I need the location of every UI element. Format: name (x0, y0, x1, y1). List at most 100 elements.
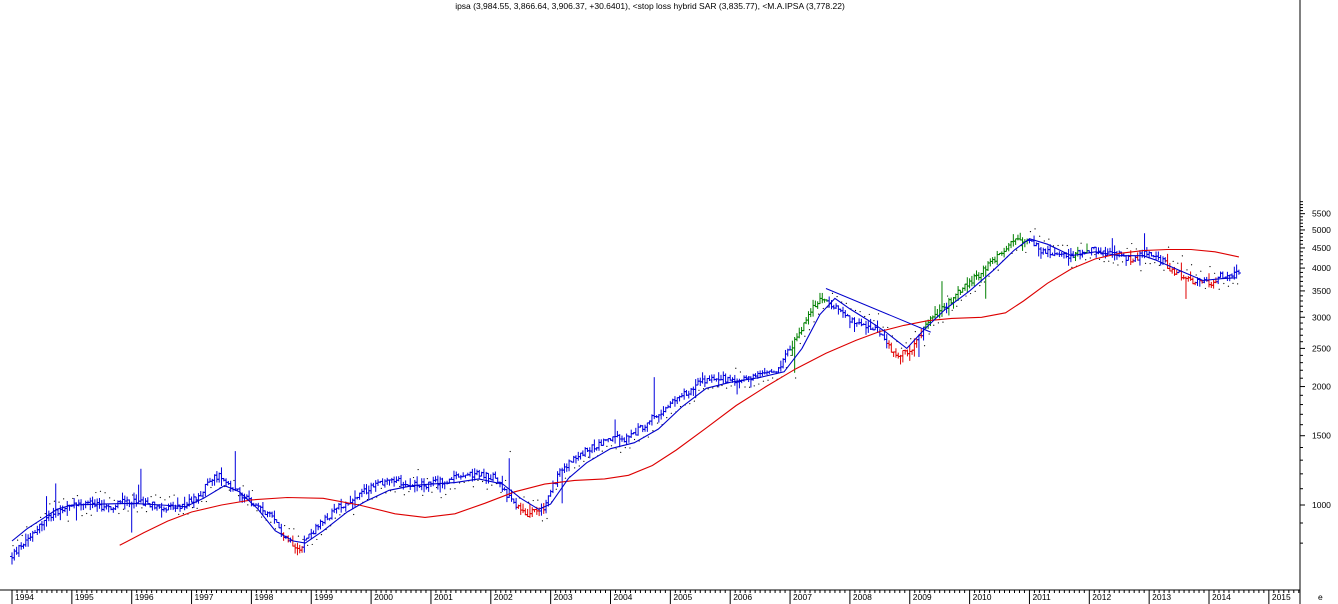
sar-point (481, 480, 484, 483)
sar-point (997, 269, 999, 271)
sar-point (1186, 269, 1188, 271)
sar-point (905, 342, 907, 344)
sar-point (408, 490, 410, 493)
sar-point (270, 521, 272, 523)
y-tick-label: 2500 (1312, 343, 1331, 353)
sar-point (749, 386, 751, 388)
sar-point (472, 486, 474, 488)
sar-point (1209, 265, 1211, 268)
sar-point (541, 520, 544, 522)
sar-point (1232, 282, 1234, 284)
sar-point (403, 494, 405, 496)
sar-point (256, 510, 258, 512)
sar-point (399, 485, 401, 488)
sar-point (873, 320, 875, 322)
x-tick-label: 1995 (75, 592, 94, 602)
x-tick-label: 2002 (494, 592, 513, 602)
sar-point (983, 281, 986, 283)
sar-point (302, 538, 304, 541)
sar-point (95, 491, 97, 494)
sar-point (1154, 262, 1156, 264)
sar-point (53, 500, 56, 502)
sar-point (72, 497, 74, 500)
sar-point (923, 345, 926, 347)
sar-point (1039, 235, 1041, 237)
fast-moving-average-line (11, 238, 1236, 544)
sar-point (136, 511, 138, 513)
sar-point (753, 385, 755, 387)
sar-point (877, 313, 880, 315)
sar-point (1098, 258, 1101, 261)
sar-point (261, 516, 263, 518)
sar-point (1195, 274, 1197, 276)
sar-point (744, 386, 746, 388)
sar-point (578, 465, 580, 467)
sar-point (109, 497, 111, 499)
sar-point (670, 412, 672, 414)
sar-point (118, 512, 120, 515)
sar-point (67, 520, 69, 522)
sar-point (601, 450, 603, 452)
sar-point (790, 354, 792, 357)
sar-point (721, 384, 723, 387)
sar-point (201, 500, 203, 503)
sar-point (90, 514, 92, 516)
sar-point (178, 513, 180, 515)
sar-point (698, 389, 700, 391)
sar-point (307, 544, 309, 546)
sar-point (394, 491, 396, 493)
sar-point (297, 535, 300, 537)
sar-point (887, 326, 889, 329)
sar-point (615, 448, 617, 450)
sar-point (1214, 272, 1216, 274)
sar-point (836, 295, 838, 298)
sar-point (831, 292, 834, 294)
sar-point (758, 383, 760, 385)
sar-point (12, 545, 14, 547)
sar-point (725, 387, 728, 389)
sar-point (693, 400, 695, 402)
sar-point (633, 438, 636, 441)
sar-point (1029, 231, 1032, 233)
sar-point (537, 499, 539, 501)
sar-point (702, 388, 705, 390)
sar-point (127, 510, 129, 512)
slow-moving-average-line (119, 248, 1240, 546)
sar-point (274, 528, 277, 530)
sar-point (914, 331, 916, 333)
sar-point (937, 322, 939, 324)
sar-point (772, 377, 774, 379)
sar-point (1057, 244, 1059, 247)
sar-point (1237, 283, 1239, 285)
y-tick-label: 4500 (1312, 243, 1331, 253)
x-tick-label: 2015 (1272, 592, 1291, 602)
y-tick-label: 4000 (1312, 263, 1331, 273)
y-tick-label: 3000 (1312, 312, 1331, 322)
sar-point (928, 333, 930, 335)
sar-point (808, 329, 811, 331)
sar-point (1131, 242, 1133, 245)
axis-corner-label: e (1318, 592, 1323, 602)
sar-point (1043, 240, 1045, 242)
sar-point (440, 497, 442, 499)
sar-point (988, 275, 990, 277)
sar-point (652, 430, 654, 432)
sar-point (1149, 263, 1151, 265)
sar-point (251, 489, 253, 492)
sar-point (546, 517, 548, 520)
sar-point (1103, 261, 1105, 263)
sar-point (477, 479, 479, 482)
y-tick-label: 5500 (1312, 209, 1331, 219)
sar-point (417, 468, 419, 471)
sar-point (767, 379, 769, 381)
sar-point (63, 498, 65, 500)
sar-point (891, 335, 893, 337)
y-tick-label: 1000 (1312, 500, 1331, 510)
sar-point (422, 494, 424, 497)
sar-point (910, 338, 912, 340)
sar-point (237, 495, 240, 497)
sar-point (1140, 270, 1142, 272)
sar-point (1016, 249, 1018, 251)
sar-point (1223, 282, 1225, 285)
